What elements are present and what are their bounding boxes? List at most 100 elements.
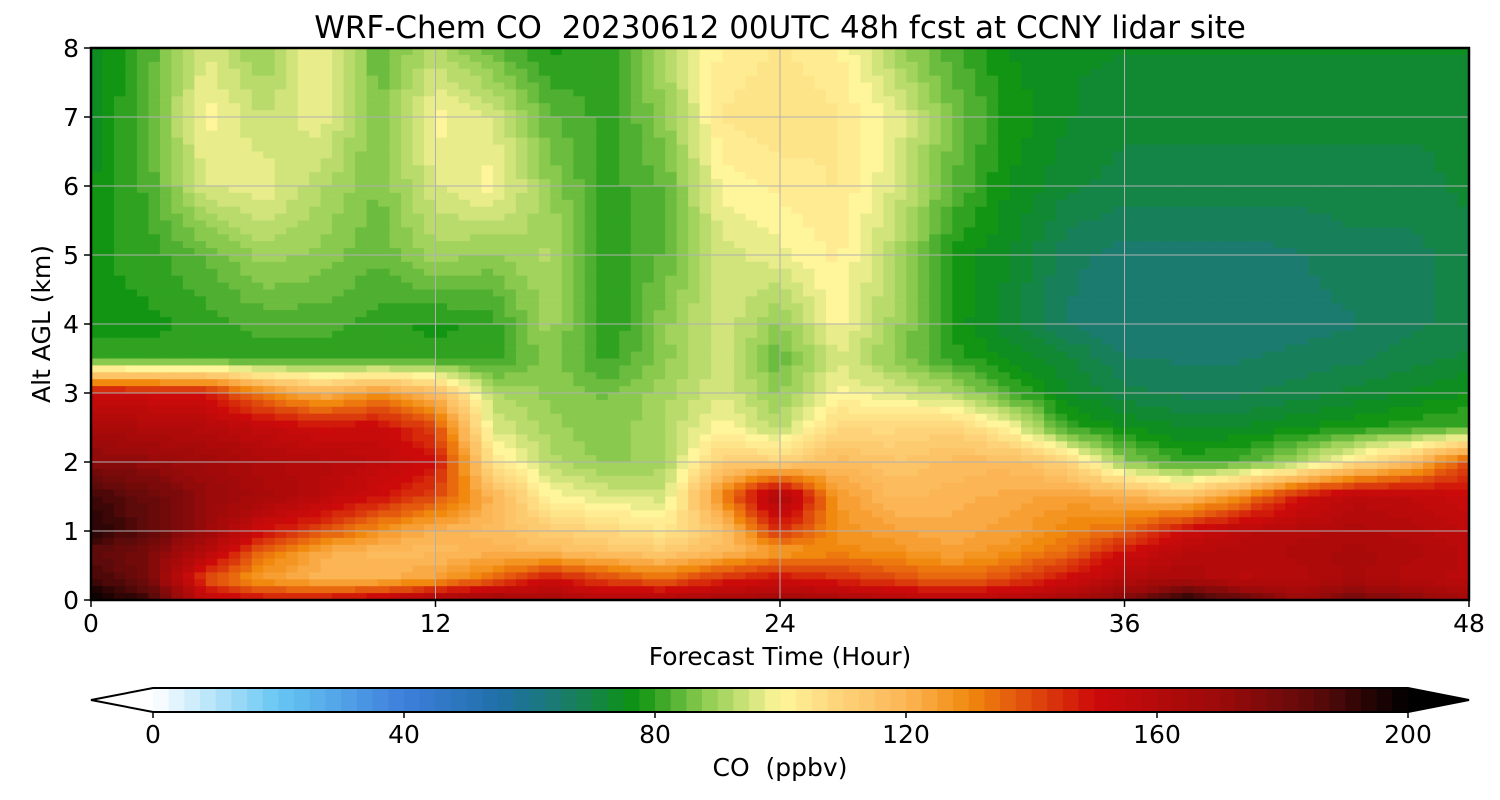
- heatmap-cell: [446, 186, 460, 194]
- heatmap-cell: [906, 199, 919, 208]
- heatmap-cell: [1262, 241, 1275, 249]
- heatmap-cell: [458, 206, 471, 215]
- heatmap-cell: [228, 261, 241, 270]
- heatmap-cell: [343, 151, 356, 159]
- heatmap-cell: [1319, 144, 1332, 153]
- heatmap-cell: [492, 165, 505, 173]
- heatmap-cell: [642, 241, 655, 249]
- heatmap-cell: [1377, 130, 1390, 139]
- heatmap-cell: [745, 324, 758, 332]
- heatmap-cell: [389, 123, 402, 132]
- heatmap-cell: [1204, 48, 1217, 56]
- heatmap-cell: [1009, 54, 1022, 63]
- heatmap-cell: [1147, 123, 1160, 132]
- heatmap-cell: [561, 130, 574, 139]
- heatmap-cell: [1090, 268, 1103, 277]
- heatmap-cell: [734, 54, 747, 63]
- heatmap-cell: [469, 89, 483, 97]
- heatmap-cell: [102, 255, 115, 263]
- heatmap-cell: [1124, 213, 1137, 222]
- heatmap-cell: [446, 61, 460, 70]
- heatmap-cell: [343, 96, 356, 104]
- heatmap-cell: [102, 206, 115, 215]
- heatmap-cell: [412, 110, 425, 118]
- heatmap-cell: [940, 310, 953, 318]
- heatmap-cell: [1388, 61, 1401, 70]
- heatmap-cell: [619, 96, 632, 104]
- heatmap-cell: [378, 241, 391, 249]
- heatmap-cell: [182, 82, 195, 90]
- heatmap-cell: [596, 296, 609, 304]
- heatmap-cell: [1124, 192, 1137, 201]
- heatmap-cell: [1227, 241, 1240, 249]
- heatmap-cell: [1158, 296, 1172, 304]
- heatmap-cell: [1319, 248, 1332, 256]
- heatmap-cell: [515, 61, 528, 70]
- heatmap-cell: [1078, 54, 1091, 63]
- heatmap-cell: [1446, 144, 1459, 153]
- heatmap-cell: [332, 227, 345, 235]
- heatmap-cell: [355, 268, 368, 277]
- heatmap-cell: [584, 151, 597, 159]
- heatmap-cell: [1308, 289, 1321, 297]
- heatmap-cell: [1434, 61, 1447, 70]
- heatmap-cell: [894, 192, 907, 201]
- heatmap-cell: [1365, 117, 1378, 125]
- heatmap-cell: [860, 144, 873, 153]
- heatmap-cell: [561, 248, 574, 256]
- heatmap-cell: [1113, 179, 1126, 187]
- heatmap-cell: [1227, 220, 1240, 228]
- heatmap-cell: [711, 103, 724, 111]
- heatmap-cell: [757, 268, 770, 277]
- heatmap-cell: [286, 68, 299, 77]
- heatmap-cell: [1032, 317, 1045, 325]
- heatmap-cell: [343, 317, 356, 325]
- heatmap-cell: [538, 48, 551, 56]
- heatmap-cell: [1423, 158, 1436, 166]
- heatmap-cell: [906, 103, 919, 111]
- heatmap-cell: [1377, 199, 1390, 208]
- heatmap-cell: [1319, 61, 1332, 70]
- heatmap-cell: [1434, 255, 1447, 263]
- heatmap-cell: [734, 48, 747, 56]
- heatmap-cell: [1135, 61, 1149, 70]
- heatmap-cell: [1388, 172, 1401, 180]
- heatmap-cell: [309, 275, 322, 284]
- heatmap-cell: [412, 303, 425, 311]
- heatmap-cell: [389, 330, 402, 339]
- heatmap-cell: [894, 220, 907, 228]
- heatmap-cell: [963, 275, 976, 284]
- heatmap-cell: [561, 110, 574, 118]
- heatmap-cell: [791, 241, 804, 249]
- heatmap-cell: [940, 54, 953, 63]
- heatmap-cell: [1388, 213, 1401, 222]
- heatmap-cell: [1204, 89, 1217, 97]
- heatmap-cell: [1411, 172, 1424, 180]
- heatmap-cell: [1009, 234, 1022, 242]
- heatmap-cell: [596, 48, 609, 56]
- heatmap-cell: [1319, 303, 1332, 311]
- heatmap-cell: [757, 110, 770, 118]
- heatmap-cell: [860, 330, 873, 339]
- heatmap-cell: [607, 268, 620, 277]
- heatmap-cell: [917, 289, 930, 297]
- heatmap-cell: [1170, 303, 1183, 311]
- heatmap-cell: [1147, 172, 1160, 180]
- heatmap-cell: [711, 61, 724, 70]
- heatmap-cell: [274, 110, 287, 118]
- heatmap-cell: [469, 165, 483, 173]
- heatmap-cell: [1055, 179, 1068, 187]
- heatmap-cell: [1090, 206, 1103, 215]
- heatmap-cell: [676, 303, 689, 311]
- heatmap-cell: [1101, 172, 1114, 180]
- heatmap-cell: [125, 330, 138, 339]
- heatmap-cell: [619, 82, 632, 90]
- heatmap-cell: [469, 248, 483, 256]
- heatmap-cell: [401, 89, 414, 97]
- heatmap-cell: [1457, 192, 1469, 201]
- heatmap-cell: [1388, 234, 1401, 242]
- heatmap-cell: [469, 241, 483, 249]
- heatmap-cell: [527, 68, 540, 77]
- heatmap-cell: [1067, 103, 1080, 111]
- heatmap-cell: [802, 289, 816, 297]
